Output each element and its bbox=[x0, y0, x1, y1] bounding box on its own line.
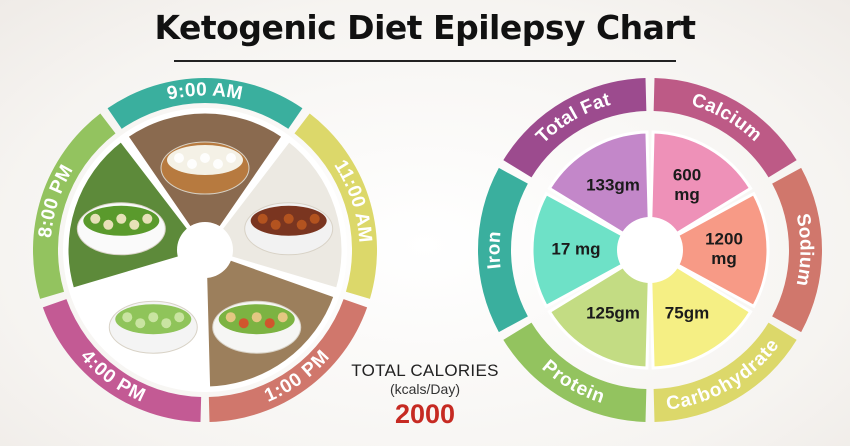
nutrient-slice bbox=[648, 247, 753, 370]
calories-value: 2000 bbox=[394, 399, 456, 429]
nutrient-wheel: Total Fat CalciumSodiumCarbohydrateProtei… bbox=[477, 78, 822, 422]
nutrient-slice bbox=[646, 191, 770, 309]
page-title: Ketogenic Diet Epilepsy Chart bbox=[154, 8, 697, 47]
nutrient-name-label: Sodium bbox=[792, 212, 817, 288]
nutrient-ring-segment bbox=[653, 78, 797, 178]
nutrient-value: 600 mg bbox=[673, 166, 701, 205]
wheel-hub bbox=[177, 222, 233, 278]
nutrient-slice bbox=[547, 247, 652, 370]
nutrient-slice bbox=[547, 130, 652, 253]
nutrient-ring-segment bbox=[477, 167, 528, 333]
nutrient-name-label: Iron bbox=[483, 230, 505, 270]
nutrient-slice bbox=[648, 130, 753, 253]
nutrient-value: 17 mg bbox=[551, 239, 600, 258]
nutrient-value: 1200 mg bbox=[705, 230, 743, 269]
nutrient-slice bbox=[530, 191, 654, 309]
nutrient-ring-segment bbox=[772, 167, 822, 333]
title-underline bbox=[174, 60, 676, 62]
meal-ring-segment bbox=[32, 113, 116, 299]
nutrient-ring-segment bbox=[503, 322, 647, 422]
wheel-hub bbox=[617, 217, 683, 283]
meal-ring-segment bbox=[294, 113, 377, 299]
calories-unit: (kcals/Day) bbox=[389, 381, 460, 397]
meal-ring-segment bbox=[42, 299, 202, 422]
nutrient-ring-segment bbox=[503, 78, 647, 178]
meal-ring-segment bbox=[107, 77, 303, 129]
nutrient-ring-segment bbox=[653, 322, 797, 422]
nutrient-value: 125gm bbox=[586, 304, 640, 323]
total-calories-label: TOTAL CALORIES bbox=[351, 361, 499, 380]
meal-ring-segment bbox=[208, 299, 368, 422]
nutrient-value: 133gm bbox=[586, 175, 640, 194]
nutrient-value: 75gm bbox=[665, 304, 709, 323]
